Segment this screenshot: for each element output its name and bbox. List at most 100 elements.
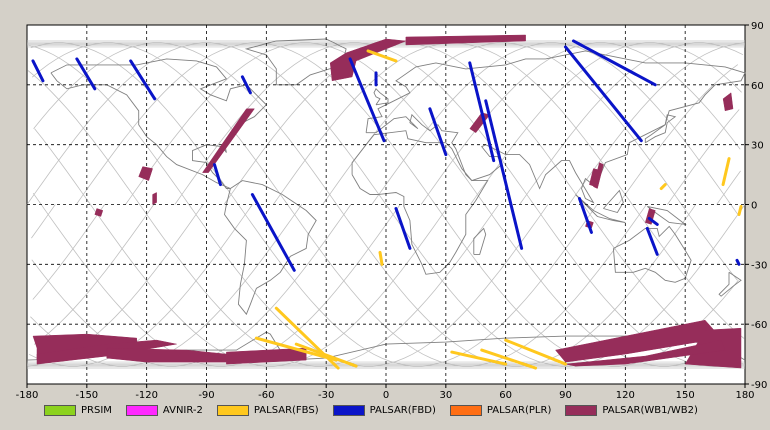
- orbit-track: [272, 42, 745, 339]
- coastline: [50, 58, 267, 189]
- fbd-swath: [31, 59, 45, 83]
- coastline: [575, 194, 626, 223]
- fbs-swath: [480, 348, 538, 370]
- fbd-swath: [647, 216, 659, 226]
- fbs-swath: [378, 250, 384, 266]
- y-tick-label: -60: [751, 320, 767, 331]
- legend-swatch: [565, 404, 598, 416]
- legend-label: PALSAR(WB1/WB2): [602, 404, 698, 416]
- y-tick-label: 90: [751, 21, 764, 32]
- fbd-swath: [571, 39, 657, 87]
- fbd-swath: [564, 45, 643, 143]
- coastline: [373, 88, 389, 106]
- x-tick-label: 90: [559, 390, 572, 401]
- fbd-swath: [212, 163, 222, 187]
- orbit-track: [29, 45, 549, 367]
- fbs-swath: [659, 183, 667, 191]
- legend-item-palsar-wb: PALSAR(WB1/WB2): [565, 404, 698, 416]
- wb-swath: [644, 208, 656, 225]
- orbit-track: [322, 42, 738, 281]
- orbit-track: [568, 42, 745, 205]
- orbit-track: [75, 42, 739, 367]
- x-tick-label: -120: [135, 390, 158, 401]
- fbs-swath: [294, 342, 358, 368]
- axis-ticks: -180 -150 -120 -90 -60 -30 0 30 60 90 120 150 180 90 6…: [16, 21, 768, 401]
- wb-swath: [202, 108, 255, 173]
- swath-layer: [31, 34, 743, 370]
- coastline: [612, 225, 692, 283]
- fbd-swath: [250, 193, 296, 272]
- orbit-track: [617, 64, 739, 205]
- x-tick-label: -150: [75, 390, 98, 401]
- legend-label: PALSAR(FBD): [369, 404, 436, 416]
- orbit-track: [716, 170, 741, 205]
- legend-item-palsar-fbs: PALSAR(FBS): [216, 404, 319, 416]
- x-tick-label: 180: [735, 390, 754, 401]
- wb-swath: [226, 347, 307, 365]
- wb-swath: [589, 168, 602, 187]
- wb-swath: [405, 34, 526, 46]
- legend-swatch: [125, 404, 158, 416]
- orbit-track: [32, 204, 105, 300]
- legend-swatch: [216, 404, 249, 416]
- x-tick-label: -30: [318, 390, 334, 401]
- fbd-swath: [484, 99, 524, 250]
- coastline: [224, 180, 317, 316]
- fbd-swath: [129, 59, 157, 101]
- legend-item-palsar-fbd: PALSAR(FBD): [332, 404, 436, 416]
- orbit-track: [223, 42, 743, 364]
- fbs-swath: [504, 338, 567, 366]
- wb-swath: [94, 208, 104, 217]
- fbs-swath: [450, 350, 508, 366]
- legend-label: PRSIM: [81, 404, 112, 416]
- orbit-track: [31, 204, 56, 239]
- wb-swath: [138, 166, 153, 181]
- orbit-track: [667, 109, 740, 205]
- orbit-track: [31, 204, 352, 367]
- x-tick-label: -180: [16, 390, 39, 401]
- x-tick-label: 120: [616, 390, 635, 401]
- fbd-swath: [394, 206, 412, 250]
- fbs-swath: [737, 204, 743, 216]
- wb-swath: [565, 339, 726, 367]
- coastline: [644, 114, 677, 144]
- x-tick-label: -90: [198, 390, 214, 401]
- legend-swatch: [332, 404, 365, 416]
- fbd-swath: [75, 57, 97, 91]
- orbit-track: [32, 192, 401, 367]
- legend-item-palsar-plr: PALSAR(PLR): [449, 404, 552, 416]
- x-tick-label: 30: [439, 390, 452, 401]
- legend-swatch: [44, 404, 76, 416]
- x-tick-label: -60: [258, 390, 274, 401]
- fbd-swath: [645, 226, 659, 256]
- wb-swath: [722, 92, 734, 112]
- legend-item-avnir2: AVNIR-2: [125, 404, 203, 416]
- fbd-swath: [348, 57, 386, 143]
- legend-label: AVNIR-2: [162, 404, 203, 416]
- legend-item-prism: PRSIM: [44, 404, 112, 416]
- y-tick-label: 0: [751, 201, 757, 212]
- orbit-track: [30, 42, 598, 367]
- y-tick-label: 60: [751, 81, 764, 92]
- x-tick-label: 0: [383, 390, 389, 401]
- x-tick-label: 150: [676, 390, 695, 401]
- legend-swatch: [449, 404, 482, 416]
- orbit-track: [31, 42, 647, 367]
- coastline: [718, 271, 742, 297]
- y-tick-label: -90: [751, 380, 767, 391]
- fbd-swath: [735, 258, 741, 266]
- fbd-swath: [240, 75, 252, 95]
- orbit-track: [33, 42, 697, 367]
- fbs-swath: [254, 336, 338, 362]
- wb-swath: [555, 319, 722, 363]
- legend-label: PALSAR(FBS): [253, 404, 319, 416]
- fbs-swath: [721, 157, 731, 187]
- fbs-swath: [366, 49, 398, 63]
- orbit-track: [33, 204, 155, 345]
- legend: PRSIM AVNIR-2 PALSAR(FBS) PALSAR(FBD) PA…: [44, 402, 712, 418]
- legend-label: PALSAR(PLR): [486, 404, 552, 416]
- y-tick-label: -30: [751, 260, 767, 271]
- coastline: [351, 130, 489, 275]
